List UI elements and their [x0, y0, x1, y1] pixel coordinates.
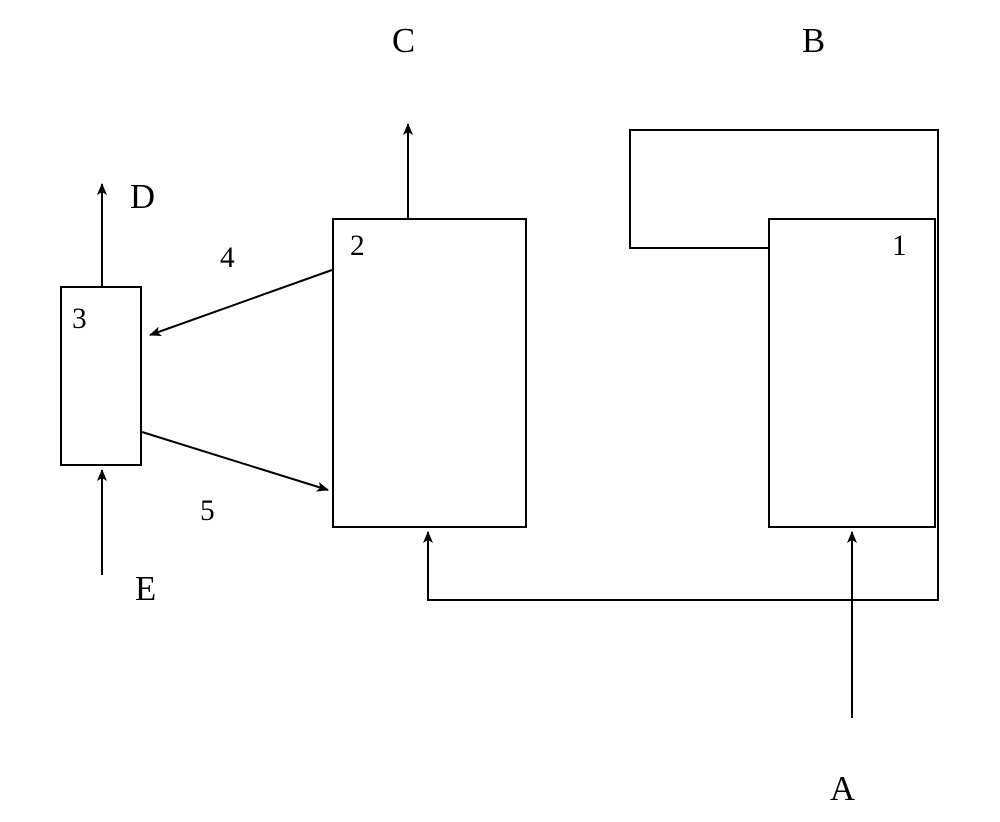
arrow-label-5: 5: [200, 495, 215, 528]
arrow-5: [142, 432, 328, 490]
box-1-num: 1: [892, 230, 907, 263]
box-1: [768, 218, 936, 528]
box-3-num: 3: [72, 303, 87, 336]
label-a: A: [830, 770, 855, 809]
arrow-label-4: 4: [220, 242, 235, 275]
arrow-4: [150, 270, 332, 335]
box-2-num: 2: [350, 230, 365, 263]
label-e: E: [135, 570, 156, 609]
label-c: C: [392, 22, 415, 61]
label-d: D: [130, 178, 155, 217]
box-2: [332, 218, 527, 528]
label-b: B: [802, 22, 825, 61]
